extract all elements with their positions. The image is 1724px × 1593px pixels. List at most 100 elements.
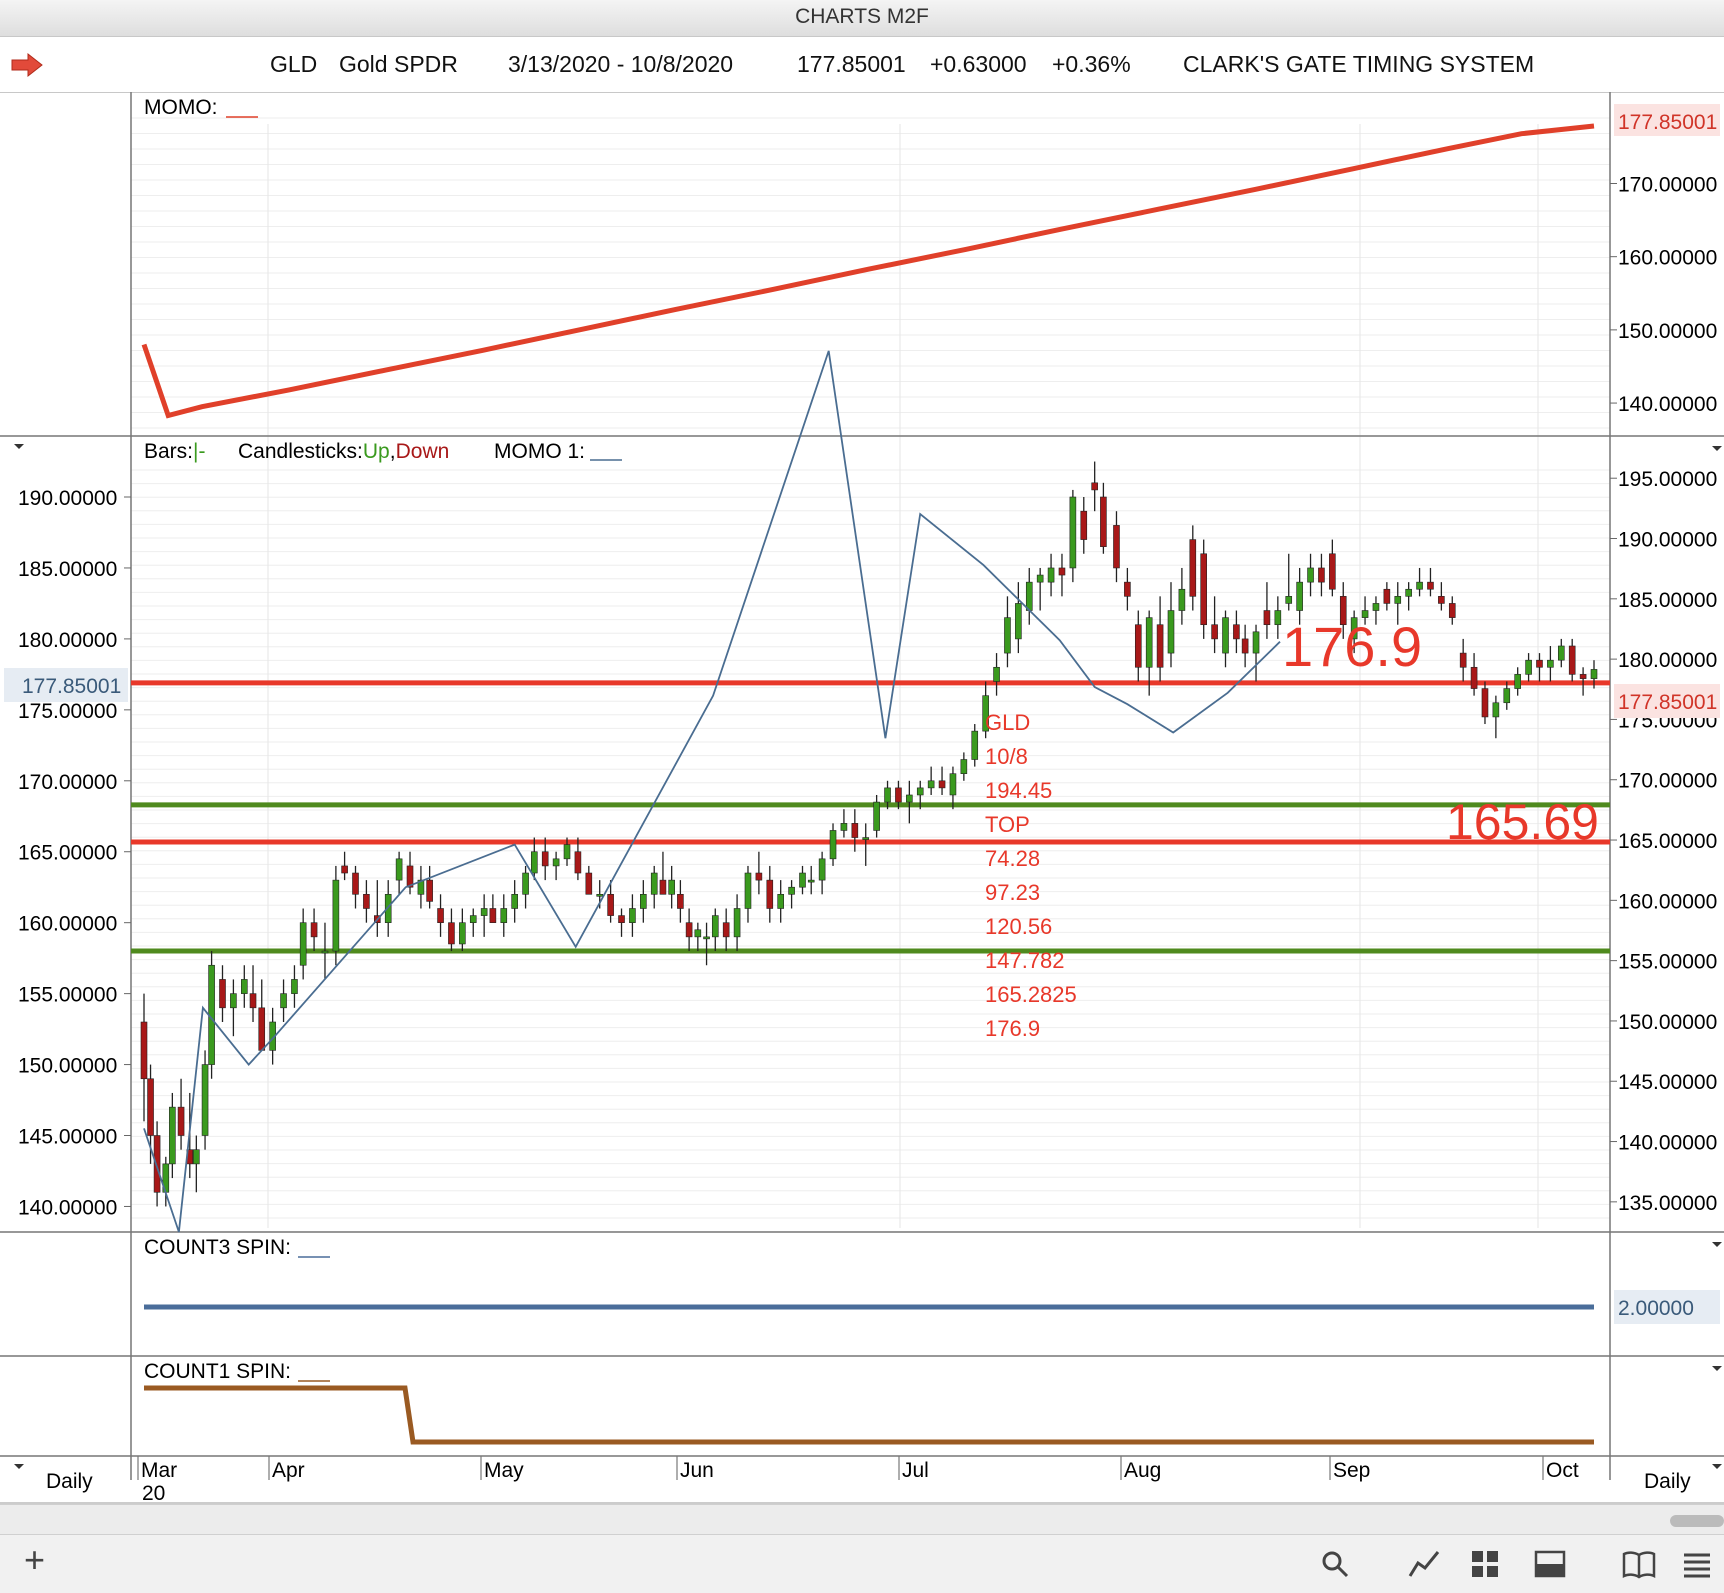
candle	[459, 908, 466, 952]
fib-list-item: 176.9	[985, 1016, 1040, 1041]
header-change: +0.63000	[930, 51, 1027, 77]
momo-label: MOMO:	[144, 96, 218, 119]
big-label-165-69: 165.69	[1446, 794, 1599, 850]
candle	[873, 794, 880, 838]
candle	[1134, 610, 1142, 682]
candle	[711, 908, 719, 952]
candle	[960, 752, 968, 781]
candle	[500, 894, 508, 937]
candle	[395, 851, 403, 895]
candle	[169, 1092, 176, 1179]
candle	[230, 979, 237, 1037]
candle	[258, 979, 266, 1051]
horizontal-scrollbar[interactable]	[0, 1504, 1724, 1535]
arrow-right-icon[interactable]	[10, 52, 44, 78]
month-label: May	[484, 1459, 524, 1482]
grid-icon[interactable]	[1470, 1549, 1500, 1579]
right-tick-label: 155.00000	[1618, 951, 1717, 974]
candle	[531, 837, 538, 881]
candle	[694, 922, 702, 952]
candle	[766, 865, 774, 923]
candle	[219, 965, 226, 1023]
dropdown-arrow-icon[interactable]	[14, 444, 24, 449]
momo-tick-label: 140.00000	[1618, 393, 1717, 416]
candle	[993, 653, 1000, 696]
candle	[755, 851, 763, 895]
scroll-thumb[interactable]	[1670, 1515, 1724, 1527]
fib-list-item: 74.28	[985, 846, 1040, 871]
left-tick-label: 180.00000	[18, 629, 117, 652]
search-icon[interactable]	[1320, 1549, 1350, 1579]
candle	[153, 1121, 161, 1207]
dropdown-arrow-icon[interactable]	[1712, 1242, 1722, 1247]
left-tick-label: 145.00000	[18, 1126, 117, 1149]
candle	[448, 908, 455, 952]
candle	[799, 865, 806, 895]
candle	[1189, 525, 1197, 611]
candle	[437, 894, 444, 937]
candle	[541, 837, 549, 881]
month-axis: Mar Apr May Jun Jul Aug Sep Oct	[137, 1456, 1579, 1482]
price-panel: 190.00000 185.00000 180.00000 175.00000 170.…	[18, 350, 1717, 1233]
candle	[406, 851, 414, 895]
chart-header: GLD Gold SPDR 3/13/2020 - 10/8/2020 177.…	[0, 37, 1724, 93]
menu-icon[interactable]	[1682, 1549, 1712, 1579]
candle	[1459, 638, 1467, 682]
candle	[1481, 681, 1489, 725]
candle	[1492, 695, 1500, 739]
left-tick-label: 190.00000	[18, 487, 117, 510]
candle	[1372, 596, 1380, 625]
bars-label: Bars:	[144, 440, 193, 463]
momo-tick-label: 170.00000	[1618, 173, 1717, 196]
period-left[interactable]: Daily	[46, 1470, 93, 1493]
candle	[177, 1078, 185, 1150]
candle	[744, 865, 752, 923]
candle	[1394, 582, 1402, 625]
candle	[321, 922, 329, 980]
candle	[938, 766, 946, 795]
candle	[668, 865, 675, 909]
candle	[1025, 567, 1033, 625]
add-icon[interactable]: +	[24, 1539, 46, 1580]
period-right[interactable]: Daily	[1644, 1470, 1691, 1493]
candle	[677, 880, 684, 923]
candle	[352, 865, 359, 909]
candle	[1036, 567, 1044, 611]
candle	[1167, 582, 1175, 668]
candle	[1296, 567, 1303, 625]
candle	[374, 880, 381, 937]
left-tick-label: 155.00000	[18, 984, 117, 1007]
line-chart-icon[interactable]	[1408, 1549, 1440, 1579]
book-icon[interactable]	[1622, 1549, 1656, 1579]
dropdown-arrow-icon[interactable]	[1712, 1464, 1722, 1469]
dropdown-arrow-icon[interactable]	[14, 1464, 24, 1469]
candle	[1285, 553, 1293, 611]
candle	[1263, 582, 1271, 639]
candle	[971, 724, 979, 767]
candle	[927, 766, 935, 795]
fib-list-item: 194.45	[985, 778, 1052, 803]
candle	[310, 908, 318, 952]
momo-tick-label: 150.00000	[1618, 320, 1717, 343]
fib-list-item: 97.23	[985, 880, 1040, 905]
count3-value: 2.00000	[1618, 1297, 1694, 1320]
fib-list-item: 165.2825	[985, 982, 1077, 1007]
candle	[511, 880, 518, 923]
candle	[299, 908, 307, 980]
panel-icon[interactable]	[1534, 1549, 1566, 1579]
candle	[722, 908, 730, 952]
candle	[417, 865, 425, 909]
svg-text:Candlesticks:Up,Down: Candlesticks:Up,Down	[238, 440, 449, 463]
dropdown-arrow-icon[interactable]	[1712, 1366, 1722, 1371]
header-price: 177.85001	[797, 51, 906, 77]
header-symbol: GLD	[270, 51, 318, 77]
fib-list-item: 147.782	[985, 948, 1065, 973]
candle	[895, 780, 902, 810]
candle	[1178, 567, 1186, 625]
candle	[249, 965, 257, 1023]
left-tick-label: 165.00000	[18, 842, 117, 865]
dropdown-arrow-icon[interactable]	[1712, 446, 1722, 451]
candle	[1004, 596, 1011, 668]
count3-label: COUNT3 SPIN:	[144, 1236, 291, 1259]
